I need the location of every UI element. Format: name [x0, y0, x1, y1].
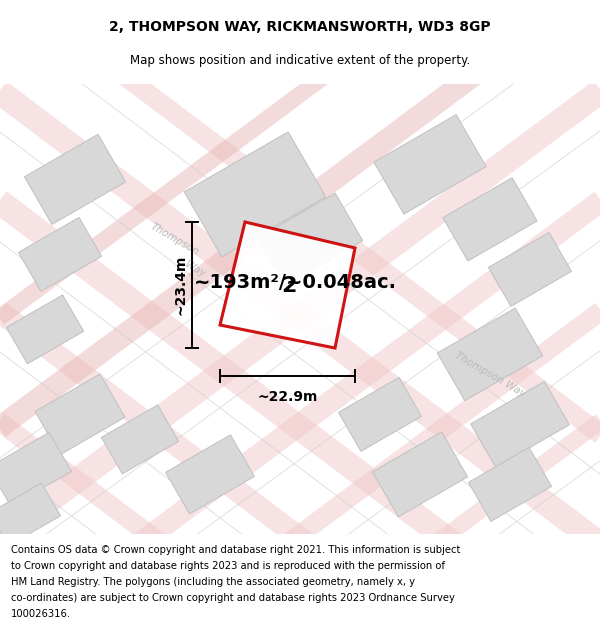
Text: ~193m²/~0.048ac.: ~193m²/~0.048ac. — [193, 273, 397, 292]
Text: HM Land Registry. The polygons (including the associated geometry, namely x, y: HM Land Registry. The polygons (includin… — [11, 577, 415, 587]
Text: 2, THOMPSON WAY, RICKMANSWORTH, WD3 8GP: 2, THOMPSON WAY, RICKMANSWORTH, WD3 8GP — [109, 20, 491, 34]
Bar — [257, 193, 363, 286]
Text: Map shows position and indicative extent of the property.: Map shows position and indicative extent… — [130, 54, 470, 68]
Text: Thompson Way: Thompson Way — [453, 350, 527, 399]
Bar — [469, 448, 551, 521]
Bar — [184, 132, 326, 257]
Bar — [7, 295, 83, 364]
Bar — [25, 134, 125, 224]
Bar — [0, 432, 71, 506]
Bar — [101, 405, 179, 474]
Text: Contains OS data © Crown copyright and database right 2021. This information is : Contains OS data © Crown copyright and d… — [11, 545, 460, 555]
Text: 2: 2 — [281, 276, 296, 296]
Text: Way: Way — [183, 259, 207, 279]
Text: ~22.9m: ~22.9m — [257, 390, 317, 404]
Bar — [35, 374, 125, 455]
Text: Thompson: Thompson — [149, 221, 201, 258]
Bar — [374, 114, 486, 214]
Bar — [19, 217, 101, 291]
Bar — [373, 432, 467, 517]
Bar — [437, 308, 543, 401]
Bar — [0, 483, 61, 546]
Bar — [488, 232, 572, 306]
Text: co-ordinates) are subject to Crown copyright and database rights 2023 Ordnance S: co-ordinates) are subject to Crown copyr… — [11, 593, 455, 603]
Bar — [166, 435, 254, 514]
Bar — [443, 177, 537, 261]
Bar — [470, 381, 569, 468]
Text: 100026316.: 100026316. — [11, 609, 71, 619]
Polygon shape — [220, 222, 355, 348]
Bar — [338, 378, 422, 451]
Text: to Crown copyright and database rights 2023 and is reproduced with the permissio: to Crown copyright and database rights 2… — [11, 561, 445, 571]
Text: ~23.4m: ~23.4m — [173, 255, 187, 315]
